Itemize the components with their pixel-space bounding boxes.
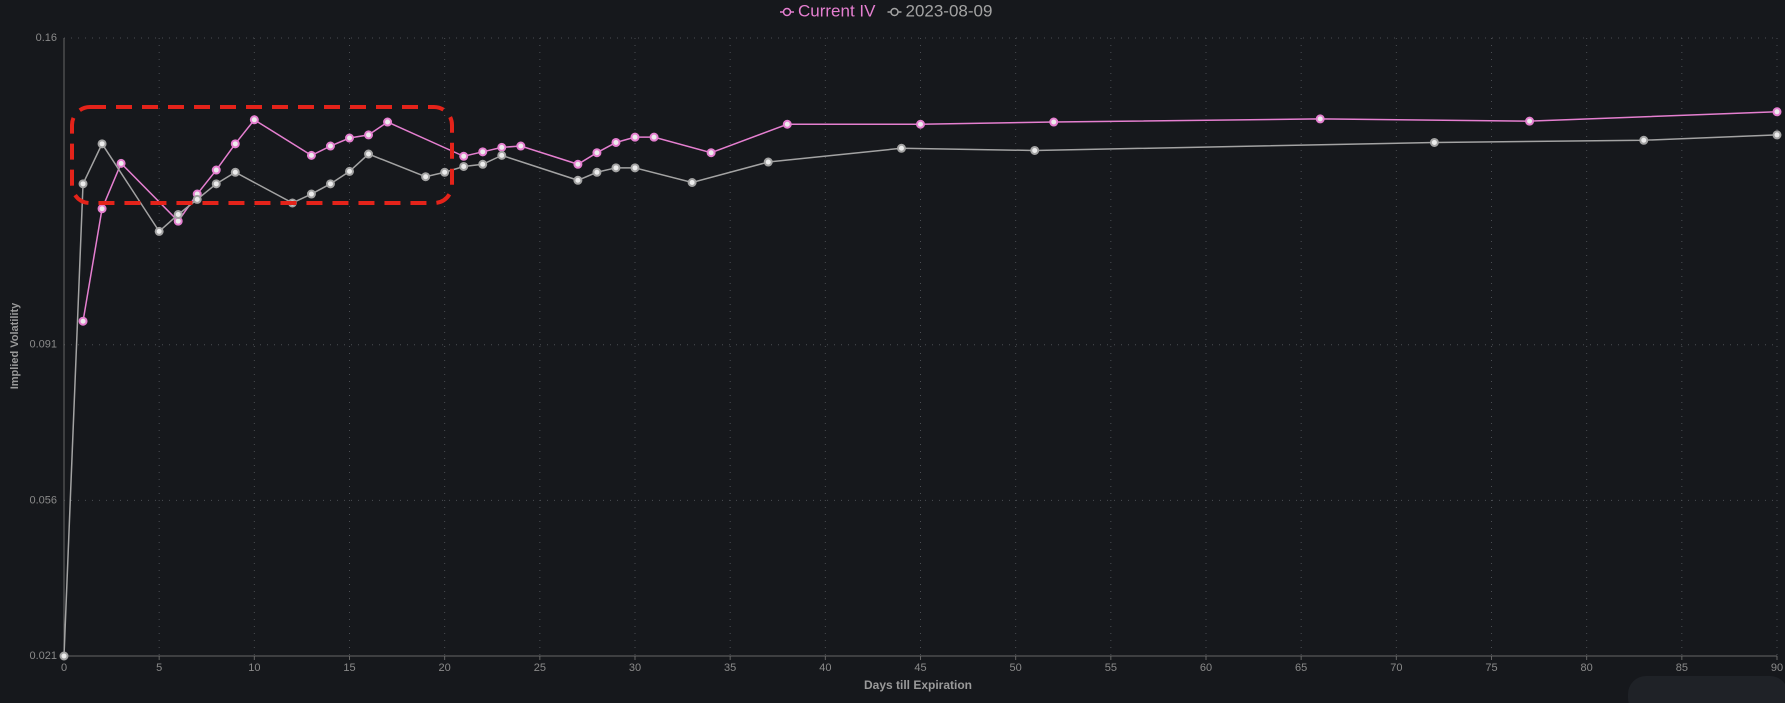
x-tick-label: 70 xyxy=(1390,662,1402,674)
x-tick-label: 20 xyxy=(439,662,451,674)
data-point xyxy=(1639,135,1649,145)
data-point xyxy=(230,139,240,149)
data-point xyxy=(306,150,316,160)
data-point xyxy=(706,148,716,158)
data-point xyxy=(59,651,69,661)
data-point xyxy=(763,157,773,167)
data-point xyxy=(478,147,488,157)
data-point xyxy=(459,151,469,161)
data-point xyxy=(78,316,88,326)
x-tick-label: 5 xyxy=(156,662,162,674)
data-point xyxy=(192,194,202,204)
data-point xyxy=(154,226,164,236)
data-point xyxy=(611,163,621,173)
legend-label: Current IV xyxy=(798,1,876,20)
data-point xyxy=(1772,107,1782,117)
data-point xyxy=(383,117,393,127)
x-tick-label: 25 xyxy=(534,662,546,674)
x-tick-label: 60 xyxy=(1200,662,1212,674)
data-point xyxy=(630,163,640,173)
data-point xyxy=(459,161,469,171)
corner-panel xyxy=(1628,676,1785,703)
data-point xyxy=(611,137,621,147)
x-tick-label: 45 xyxy=(914,662,926,674)
x-tick-label: 80 xyxy=(1581,662,1593,674)
y-tick-label: 0.16 xyxy=(36,32,57,44)
data-point xyxy=(230,167,240,177)
data-point xyxy=(573,175,583,185)
legend-swatch xyxy=(890,7,899,17)
data-point xyxy=(116,158,126,168)
x-tick-label: 50 xyxy=(1010,662,1022,674)
plot-area: 0 5 10 15 20 25 30 35 40 45 50 55 60 65 70 75 80 85 90 0.02… xyxy=(29,32,1783,674)
data-point xyxy=(478,159,488,169)
x-tick-label: 40 xyxy=(819,662,831,674)
x-tick-label: 10 xyxy=(248,662,260,674)
data-point xyxy=(173,210,183,220)
data-point xyxy=(364,149,374,159)
data-point xyxy=(364,130,374,140)
data-point xyxy=(345,133,354,143)
data-point xyxy=(592,167,602,177)
x-tick-label: 90 xyxy=(1771,662,1783,674)
data-point xyxy=(916,119,925,129)
data-point xyxy=(97,204,107,214)
data-point xyxy=(497,142,507,152)
x-tick-label: 65 xyxy=(1295,662,1307,674)
x-tick-label: 85 xyxy=(1676,662,1688,674)
data-point xyxy=(306,189,316,199)
legend-swatch xyxy=(782,7,792,17)
data-point xyxy=(249,115,259,125)
data-point xyxy=(573,159,583,169)
data-point xyxy=(345,166,354,176)
data-point xyxy=(592,148,602,158)
data-point xyxy=(1030,145,1040,155)
data-point xyxy=(1772,130,1782,140)
y-tick-label: 0.056 xyxy=(29,494,57,506)
x-axis-label: Days till Expiration xyxy=(864,678,972,692)
x-tick-label: 55 xyxy=(1105,662,1117,674)
highlight-box xyxy=(70,105,454,205)
data-point xyxy=(440,167,450,177)
y-tick-label: 0.091 xyxy=(29,339,57,351)
data-point xyxy=(1049,117,1059,127)
data-point xyxy=(325,179,335,189)
x-tick-label: 35 xyxy=(724,662,736,674)
x-tick-label: 30 xyxy=(629,662,641,674)
y-tick-label: 0.021 xyxy=(29,650,57,662)
data-point xyxy=(325,141,335,151)
data-point xyxy=(78,179,88,189)
data-point xyxy=(516,141,526,151)
data-point xyxy=(687,177,697,187)
x-tick-label: 75 xyxy=(1485,662,1497,674)
data-point xyxy=(1429,137,1439,147)
data-point xyxy=(211,165,221,175)
y-axis-label: Implied Volatility xyxy=(9,302,21,389)
x-tick-label: 0 xyxy=(61,662,67,674)
data-point xyxy=(782,119,792,129)
legend-label: 2023-08-09 xyxy=(905,1,992,20)
x-tick-label: 15 xyxy=(343,662,355,674)
data-point xyxy=(497,150,507,160)
data-point xyxy=(630,132,640,142)
data-point xyxy=(421,172,431,182)
data-point xyxy=(649,132,659,142)
data-point xyxy=(1315,114,1325,124)
data-point xyxy=(896,143,906,153)
data-point xyxy=(1525,116,1535,126)
series-line xyxy=(82,111,1778,322)
data-point xyxy=(211,179,221,189)
data-point xyxy=(97,139,107,149)
